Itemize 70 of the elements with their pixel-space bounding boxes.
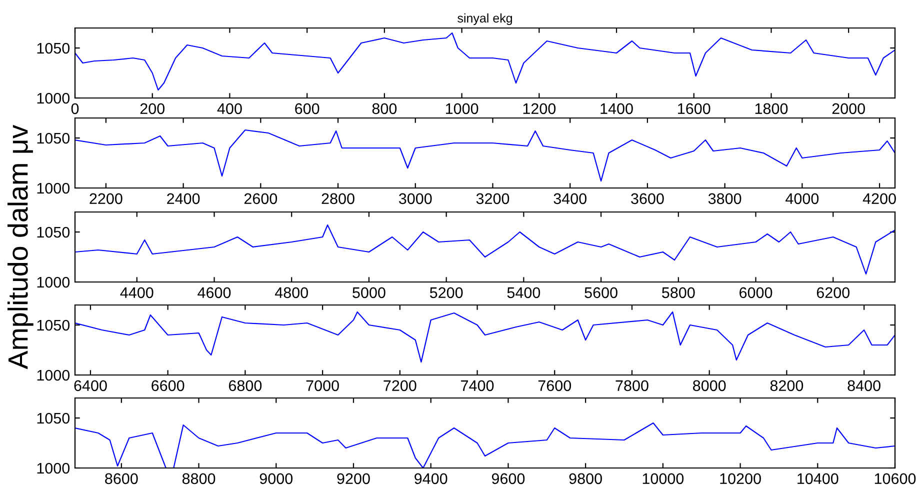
x-tick-label: 5800 xyxy=(662,287,695,298)
x-tick-label: 8400 xyxy=(848,380,880,392)
x-tick-label: 10200 xyxy=(720,473,761,484)
x-tick-label: 7200 xyxy=(384,380,416,392)
x-tick-label: 2800 xyxy=(322,193,354,204)
x-tick-label: 1600 xyxy=(678,103,710,114)
x-tick-label: 4000 xyxy=(786,193,819,204)
x-tick-label: 3400 xyxy=(554,193,586,204)
x-tick-label: 3200 xyxy=(476,193,510,204)
x-tick-label: 8800 xyxy=(182,473,216,484)
y-tick-label: 1050 xyxy=(37,42,70,54)
x-tick-label: 4600 xyxy=(198,287,231,298)
x-tick-label: 10400 xyxy=(798,473,838,484)
y-tick-label: 1050 xyxy=(37,320,70,331)
x-tick-label: 0 xyxy=(71,103,79,114)
x-tick-label: 4200 xyxy=(862,193,896,204)
y-axis-title: Amplitudo dalam μv xyxy=(7,124,34,370)
x-tick-label: 10000 xyxy=(642,473,684,484)
x-tick-label: 8200 xyxy=(770,380,804,392)
x-tick-label: 6400 xyxy=(74,380,107,392)
y-tick-label: 1000 xyxy=(37,276,70,288)
chart-title: sinyal ekg xyxy=(458,13,512,26)
y-tick-label: 1050 xyxy=(37,226,70,238)
y-tick-label: 1000 xyxy=(37,182,70,194)
x-tick-label: 800 xyxy=(372,103,397,114)
x-tick-label: 9200 xyxy=(337,473,370,484)
x-tick-label: 2400 xyxy=(167,193,200,204)
x-tick-label: 5400 xyxy=(507,287,540,298)
x-tick-label: 9600 xyxy=(492,473,525,484)
y-tick-label: 1000 xyxy=(37,92,70,104)
x-tick-label: 4400 xyxy=(120,287,154,298)
x-tick-label: 6000 xyxy=(740,287,772,298)
x-tick-label: 6600 xyxy=(152,380,184,392)
x-tick-label: 1200 xyxy=(523,103,556,114)
x-tick-label: 3800 xyxy=(708,193,742,204)
x-tick-label: 7800 xyxy=(616,380,648,392)
y-tick-label: 1000 xyxy=(37,462,70,474)
x-tick-label: 3600 xyxy=(631,193,664,204)
x-tick-label: 400 xyxy=(217,103,242,114)
x-tick-label: 7400 xyxy=(461,380,494,392)
x-tick-label: 9400 xyxy=(414,473,448,484)
y-tick-label: 1000 xyxy=(37,370,70,381)
x-tick-label: 5200 xyxy=(430,287,463,298)
line-series xyxy=(75,129,895,182)
x-tick-label: 1000 xyxy=(446,103,478,114)
x-tick-label: 9800 xyxy=(569,473,602,484)
x-tick-label: 2600 xyxy=(244,193,278,204)
line-series xyxy=(75,224,895,275)
x-tick-label: 9000 xyxy=(260,473,293,484)
x-tick-label: 7600 xyxy=(538,380,572,392)
x-tick-label: 2000 xyxy=(832,103,865,114)
x-tick-label: 5600 xyxy=(584,287,618,298)
x-tick-label: 7000 xyxy=(306,380,339,392)
x-tick-label: 8000 xyxy=(693,380,726,392)
line-series xyxy=(75,32,895,91)
x-tick-label: 1800 xyxy=(755,103,788,114)
x-tick-label: 6200 xyxy=(816,287,850,298)
y-tick-label: 1050 xyxy=(37,412,70,424)
x-tick-label: 6800 xyxy=(228,380,262,392)
x-tick-label: 8600 xyxy=(105,473,138,484)
x-tick-label: 600 xyxy=(295,103,320,114)
x-tick-label: 5000 xyxy=(352,287,386,298)
y-tick-label: 1050 xyxy=(37,132,70,144)
x-tick-label: 200 xyxy=(140,103,165,114)
x-tick-label: 4800 xyxy=(274,287,308,298)
x-tick-label: 10600 xyxy=(874,473,916,484)
x-tick-label: 1400 xyxy=(600,103,633,114)
x-tick-label: 2200 xyxy=(90,193,122,204)
x-tick-label: 3000 xyxy=(398,193,432,204)
line-series xyxy=(75,311,895,363)
